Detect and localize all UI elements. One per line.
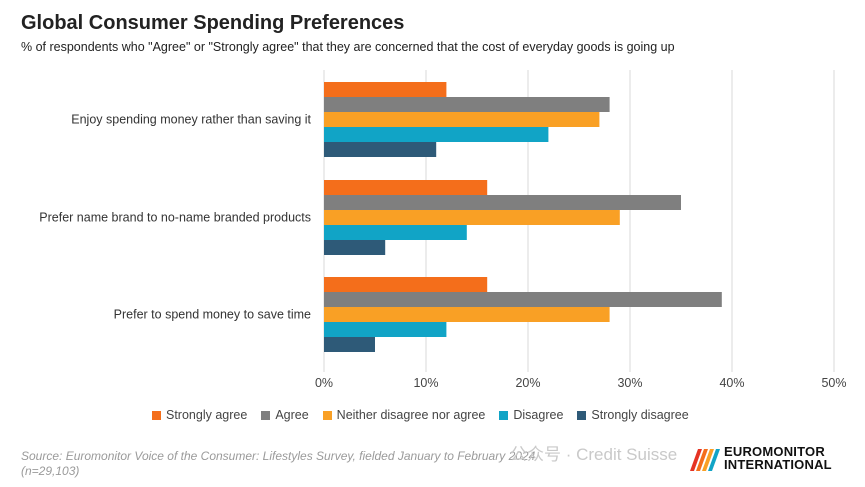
chart-subtitle: % of respondents who "Agree" or "Strongl… [21, 40, 675, 54]
logo-line-2: INTERNATIONAL [724, 457, 832, 472]
legend-item: Disagree [499, 408, 563, 422]
bar [324, 307, 610, 322]
legend-label: Agree [275, 408, 309, 422]
legend-item: Strongly agree [152, 408, 247, 422]
bar [324, 225, 467, 240]
chart-legend: Strongly agree Agree Neither disagree nor … [152, 408, 689, 422]
category-label: Prefer name brand to no-name branded pro… [39, 211, 311, 225]
legend-label: Disagree [513, 408, 564, 422]
bar [324, 277, 488, 292]
bar-chart: 0% 10% 20% 30% 40% 50% Enjoy spending money ra… [39, 70, 847, 390]
bar [324, 292, 722, 307]
bar [324, 337, 375, 352]
bar [324, 142, 437, 157]
bar [324, 180, 488, 195]
bar [324, 82, 447, 97]
legend-swatch [322, 410, 332, 420]
x-tick-label: 40% [719, 376, 744, 390]
legend-swatch [261, 410, 271, 420]
x-tick-label: 10% [413, 376, 438, 390]
x-tick-label: 50% [821, 376, 846, 390]
legend-item: Agree [261, 408, 309, 422]
legend-item: Strongly disagree [577, 408, 689, 422]
bar [324, 195, 681, 210]
bar [324, 112, 600, 127]
bar [324, 322, 447, 337]
category-label: Enjoy spending money rather than saving … [71, 113, 311, 127]
bar [324, 210, 620, 225]
x-tick-label: 30% [617, 376, 642, 390]
category-label: Prefer to spend money to save time [114, 308, 311, 322]
legend-label: Neither disagree nor agree [336, 408, 486, 422]
legend-item: Neither disagree nor agree [322, 408, 486, 422]
euromonitor-logo-icon [690, 449, 720, 471]
logo-line-1: EUROMONITOR [724, 444, 825, 459]
legend-label: Strongly agree [166, 408, 248, 422]
legend-swatch [577, 410, 587, 420]
x-tick-label: 0% [315, 376, 333, 390]
legend-swatch [152, 410, 161, 420]
legend-label: Strongly disagree [591, 408, 689, 422]
watermark-text: 公众号 · Credit Suisse [510, 445, 678, 464]
euromonitor-logo: EUROMONITOR INTERNATIONAL [690, 445, 832, 471]
bar [324, 240, 386, 255]
legend-swatch [499, 410, 509, 420]
source-note: Source: Euromonitor Voice of the Consume… [21, 449, 536, 478]
x-tick-label: 20% [515, 376, 540, 390]
chart-title: Global Consumer Spending Preferences [21, 12, 405, 34]
bar [324, 127, 549, 142]
bar [324, 97, 610, 112]
